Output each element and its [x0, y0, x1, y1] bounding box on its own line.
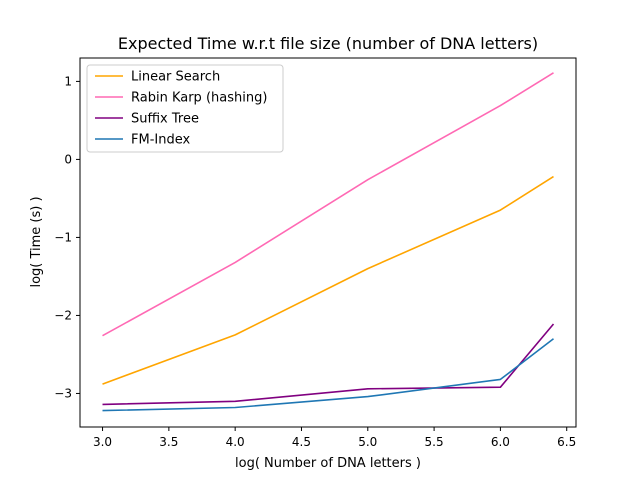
plot-frame — [79, 57, 577, 428]
legend-label: FM-Index — [131, 133, 190, 148]
x-tick-label: 3.5 — [159, 435, 178, 449]
series-line — [102, 72, 554, 337]
legend-box — [86, 64, 284, 153]
legend-label: Rabin Karp (hashing) — [131, 91, 267, 106]
x-tick-label: 3.0 — [93, 435, 112, 449]
y-tick-label: 1 — [64, 74, 72, 88]
y-tick-label: −2 — [54, 308, 72, 322]
series-layer — [102, 72, 555, 412]
series-line — [102, 323, 555, 406]
x-tick-label: 5.0 — [358, 435, 377, 449]
x-axis-ticks: 3.0 3.5 4.0 4.5 5.0 5.5 6.0 6.5 — [93, 427, 576, 449]
series-line — [102, 175, 554, 385]
legend-label: Linear Search — [131, 70, 220, 85]
y-axis-label: log( Time (s) ) — [29, 196, 44, 287]
y-tick-label: −1 — [54, 230, 72, 244]
series-line — [102, 338, 554, 412]
x-axis-label: log( Number of DNA letters ) — [235, 456, 421, 471]
legend-label: Suffix Tree — [131, 112, 199, 127]
x-tick-label: 5.5 — [425, 435, 444, 449]
y-axis-ticks: −3 −2 −1 0 1 — [54, 74, 80, 400]
legend: Linear Search Rabin Karp (hashing) Suffix … — [86, 64, 284, 153]
y-tick-label: 0 — [64, 152, 72, 166]
x-tick-label: 4.0 — [226, 435, 245, 449]
chart-title: Expected Time w.r.t file size (number of… — [118, 34, 538, 53]
x-tick-label: 6.0 — [491, 435, 510, 449]
x-tick-label: 4.5 — [292, 435, 311, 449]
x-tick-label: 6.5 — [557, 435, 576, 449]
y-tick-label: −3 — [54, 386, 72, 400]
